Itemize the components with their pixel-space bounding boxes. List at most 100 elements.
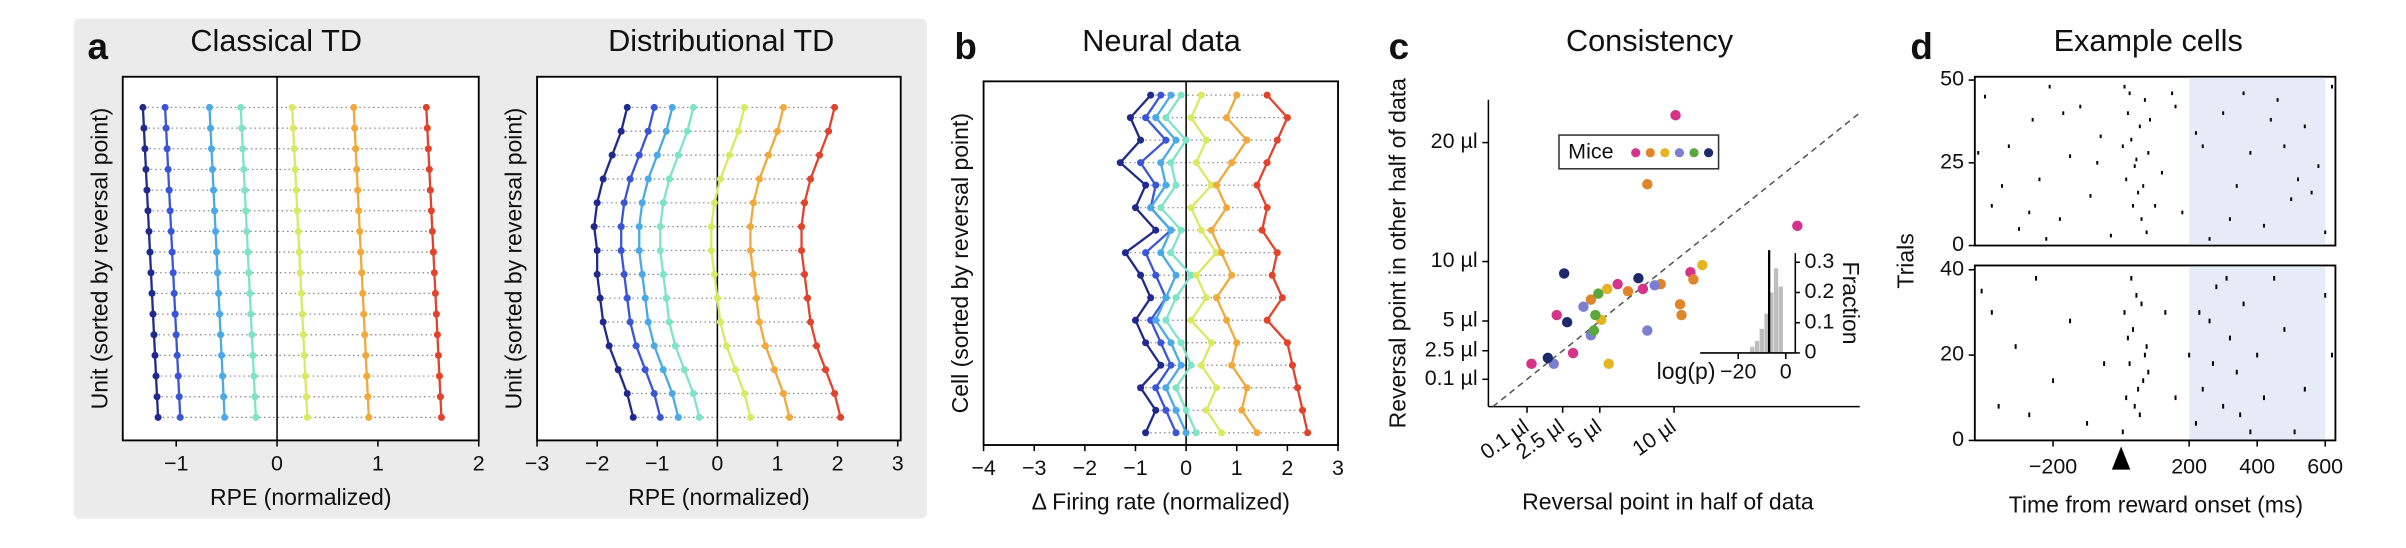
dot	[245, 269, 253, 277]
dot	[1152, 181, 1160, 189]
dot	[1142, 181, 1150, 189]
point	[1542, 352, 1554, 364]
dot	[1157, 159, 1165, 167]
dot	[1253, 429, 1261, 437]
dot	[141, 145, 149, 153]
dot	[1228, 159, 1236, 167]
dot	[1263, 316, 1271, 324]
dot	[668, 103, 676, 111]
series-line	[1255, 94, 1309, 433]
legend-title: Mice	[1568, 139, 1613, 163]
point	[1526, 358, 1537, 370]
dot	[251, 393, 259, 401]
dot	[1167, 249, 1175, 257]
dot	[1288, 361, 1296, 369]
dot	[671, 342, 679, 350]
dot	[623, 390, 631, 398]
legend-swatch	[1660, 148, 1670, 158]
dot	[289, 124, 297, 132]
hist-bar	[1750, 346, 1755, 353]
dot	[656, 413, 664, 421]
dot	[798, 246, 806, 255]
dot	[1152, 406, 1160, 414]
chart-title: Neural data	[1082, 23, 1242, 58]
dot	[1131, 316, 1140, 324]
dot	[423, 124, 431, 132]
x-tick-label: −3	[525, 452, 549, 476]
dot	[779, 103, 788, 111]
x-tick-label: 2	[473, 452, 485, 476]
dot	[1157, 361, 1165, 369]
dot	[801, 270, 809, 278]
dot	[1167, 91, 1175, 99]
dot	[1182, 136, 1190, 144]
dot	[1172, 271, 1180, 279]
hist-bar	[1764, 313, 1769, 353]
series-line	[1159, 94, 1198, 434]
dot	[1233, 339, 1241, 347]
dot	[1172, 294, 1180, 302]
dot	[626, 318, 634, 326]
dot	[215, 289, 223, 297]
dot	[1192, 271, 1200, 279]
dot	[431, 289, 439, 297]
y-tick-label: 0.1	[1805, 309, 1835, 333]
point	[1649, 280, 1660, 291]
dot	[291, 165, 299, 173]
point	[1637, 283, 1649, 295]
dot	[242, 207, 250, 215]
dot	[1142, 249, 1150, 257]
x-tick-label: −2	[1073, 456, 1097, 480]
dot	[1172, 136, 1180, 144]
dot	[1137, 384, 1145, 392]
dot	[1202, 136, 1210, 144]
dot	[422, 103, 430, 111]
y-tick-label: 20	[1940, 342, 1964, 366]
dot	[1157, 249, 1165, 257]
dot	[350, 103, 358, 111]
point	[1590, 309, 1601, 321]
dot	[1233, 91, 1241, 99]
dot	[822, 366, 830, 374]
x-tick-label: −20	[1720, 360, 1756, 384]
dot	[1157, 91, 1165, 99]
legend-swatch	[1689, 148, 1699, 158]
series-line	[620, 107, 662, 418]
dot	[1187, 316, 1195, 324]
x-axis-label: Reversal point in half of data	[1522, 488, 1814, 514]
dot	[596, 294, 604, 302]
dot	[770, 366, 779, 374]
dot	[218, 351, 226, 359]
dot	[593, 270, 601, 278]
chart-title: Example cells	[2054, 23, 2243, 58]
dot	[212, 227, 220, 235]
dot	[1304, 429, 1312, 437]
dot	[1142, 429, 1150, 437]
y-tick-label: 50	[1940, 67, 1964, 91]
dot	[1187, 271, 1195, 279]
dot	[161, 103, 169, 111]
dot	[716, 318, 724, 326]
dot	[1152, 384, 1160, 392]
dot	[1162, 114, 1170, 122]
y-tick-label: 10 µl	[1431, 248, 1478, 272]
dot	[426, 186, 434, 194]
x-tick-label: 0	[271, 452, 283, 476]
dot	[1147, 294, 1155, 302]
dot	[139, 103, 147, 111]
dot	[1258, 226, 1266, 234]
y-tick-label: 0.3	[1805, 249, 1835, 273]
x-tick-label: 0	[1180, 456, 1192, 480]
dot	[302, 393, 310, 401]
dot	[662, 127, 670, 135]
point	[1697, 259, 1708, 271]
dot	[689, 390, 697, 398]
dot	[1243, 136, 1251, 144]
dot	[779, 390, 788, 398]
point	[1612, 278, 1623, 290]
dot	[749, 270, 757, 278]
dot	[1142, 339, 1150, 347]
point	[1558, 268, 1570, 279]
x-axis-label: RPE (normalized)	[210, 484, 392, 510]
dot	[425, 165, 433, 173]
